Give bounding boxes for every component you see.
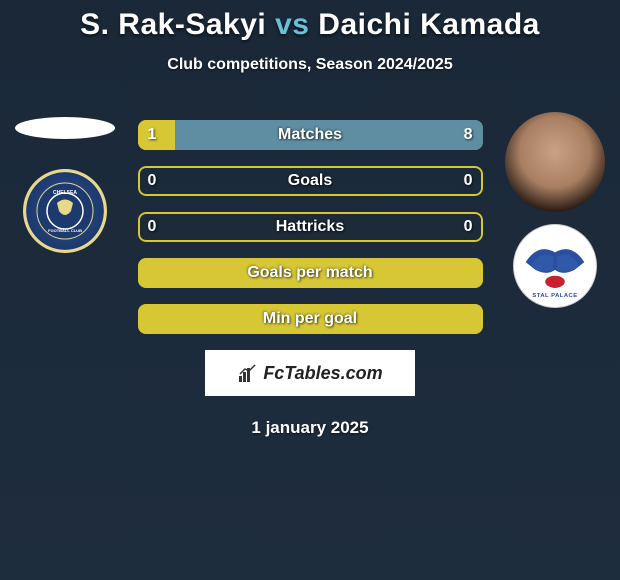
stat-bar-row: Hattricks0 0: [138, 212, 483, 242]
chelsea-badge-icon: CHELSEA FOOTBALL CLUB: [35, 181, 95, 241]
player2-club-logo: STAL PALACE: [513, 224, 597, 308]
player2-avatar: [505, 112, 605, 212]
subtitle: Club competitions, Season 2024/2025: [0, 56, 620, 74]
player1-avatar-placeholder: [15, 117, 115, 139]
left-player-column: CHELSEA FOOTBALL CLUB: [10, 112, 120, 253]
svg-text:CHELSEA: CHELSEA: [53, 190, 77, 196]
bar-label: Matches: [138, 120, 483, 150]
player1-club-logo: CHELSEA FOOTBALL CLUB: [23, 169, 107, 253]
player2-name: Daichi Kamada: [318, 8, 540, 41]
comparison-chart: CHELSEA FOOTBALL CLUB STAL PALACE Matche…: [0, 100, 620, 438]
crystal-palace-badge-icon: STAL PALACE: [514, 225, 596, 307]
stat-bar-row: Goals0 0: [138, 166, 483, 196]
stat-bar-row: Matches1 8: [138, 120, 483, 150]
bar-value-right: 0: [464, 212, 473, 242]
bar-value-right: 0: [464, 166, 473, 196]
bar-value-left: 0: [148, 212, 157, 242]
bar-label: Goals per match: [138, 258, 483, 288]
page-title: S. Rak-Sakyi vs Daichi Kamada: [0, 0, 620, 42]
attribution-text: FcTables.com: [263, 363, 382, 384]
bar-value-right: 8: [464, 120, 473, 150]
date-text: 1 january 2025: [0, 418, 620, 438]
bar-value-left: 0: [148, 166, 157, 196]
svg-text:FOOTBALL CLUB: FOOTBALL CLUB: [48, 228, 82, 233]
stat-bar-row: Goals per match: [138, 258, 483, 288]
bar-label: Min per goal: [138, 304, 483, 334]
vs-text: vs: [275, 8, 309, 41]
bar-label: Goals: [138, 166, 483, 196]
stat-bars: Matches18Goals00Hattricks00Goals per mat…: [138, 100, 483, 334]
right-player-column: STAL PALACE: [500, 112, 610, 308]
stat-bar-row: Min per goal: [138, 304, 483, 334]
fctables-logo-icon: [237, 362, 259, 384]
bar-label: Hattricks: [138, 212, 483, 242]
player1-name: S. Rak-Sakyi: [80, 8, 266, 41]
bar-value-left: 1: [148, 120, 157, 150]
attribution-badge: FcTables.com: [205, 350, 415, 396]
svg-text:STAL PALACE: STAL PALACE: [532, 293, 577, 299]
